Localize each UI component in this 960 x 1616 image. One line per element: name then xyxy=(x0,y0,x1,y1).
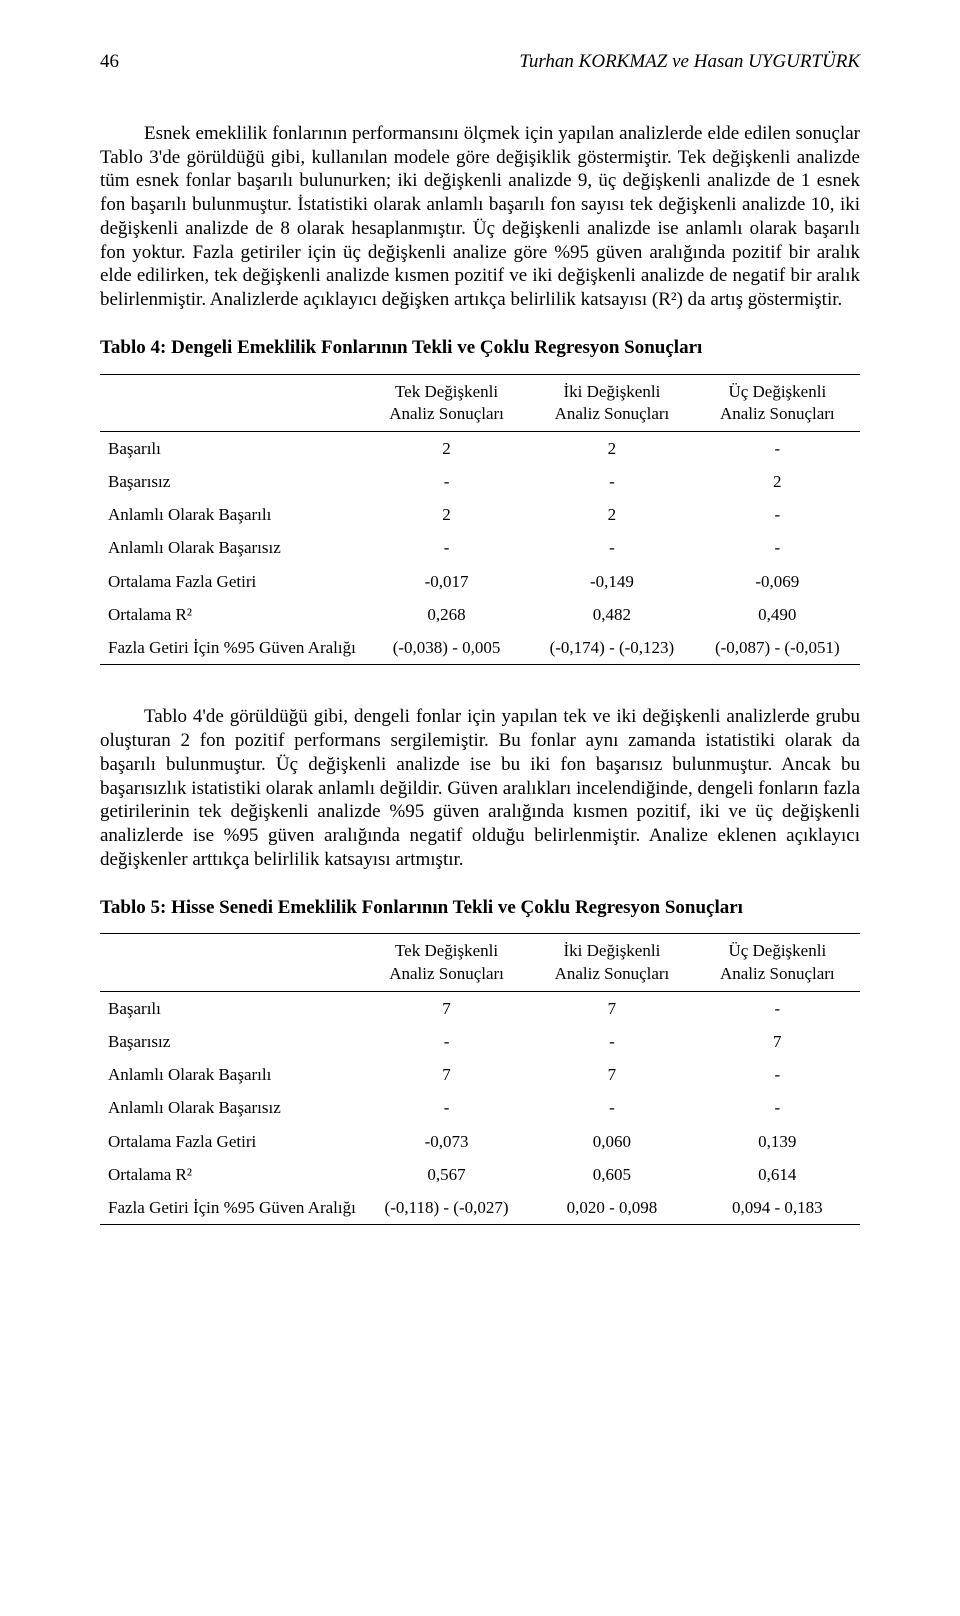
t4-colhead-2: İki DeğişkenliAnaliz Sonuçları xyxy=(529,374,694,431)
table-row: Fazla Getiri İçin %95 Güven Aralığı (-0,… xyxy=(100,631,860,665)
table-5-title: Tablo 5: Hisse Senedi Emeklilik Fonların… xyxy=(100,896,860,920)
t5-colhead-1: Tek DeğişkenliAnaliz Sonuçları xyxy=(364,934,529,991)
table-row: Anlamlı Olarak Başarısız --- xyxy=(100,531,860,564)
table-row: Anlamlı Olarak Başarılı 22- xyxy=(100,498,860,531)
running-head-text: Turhan KORKMAZ ve Hasan UYGURTÜRK xyxy=(519,50,860,74)
table-5: Tek DeğişkenliAnaliz Sonuçları İki Değiş… xyxy=(100,933,860,1225)
t4-colhead-1: Tek DeğişkenliAnaliz Sonuçları xyxy=(364,374,529,431)
table-row: Fazla Getiri İçin %95 Güven Aralığı (-0,… xyxy=(100,1191,860,1225)
table-row: Anlamlı Olarak Başarısız --- xyxy=(100,1091,860,1124)
table-row: Ortalama Fazla Getiri -0,0730,0600,139 xyxy=(100,1125,860,1158)
table-row: Başarılı 22- xyxy=(100,431,860,465)
table-row: Başarısız --2 xyxy=(100,465,860,498)
t5-colhead-2: İki DeğişkenliAnaliz Sonuçları xyxy=(529,934,694,991)
t5-colhead-3: Üç DeğişkenliAnaliz Sonuçları xyxy=(695,934,860,991)
table-row: Başarısız --7 xyxy=(100,1025,860,1058)
table-4-title: Tablo 4: Dengeli Emeklilik Fonlarının Te… xyxy=(100,336,860,360)
table-row: Ortalama R² 0,2680,4820,490 xyxy=(100,598,860,631)
table-row: Ortalama Fazla Getiri -0,017-0,149-0,069 xyxy=(100,565,860,598)
page-number: 46 xyxy=(100,50,119,74)
paragraph-1: Esnek emeklilik fonlarının performansını… xyxy=(100,122,860,312)
table-row: Ortalama R² 0,5670,6050,614 xyxy=(100,1158,860,1191)
running-header: 46 Turhan KORKMAZ ve Hasan UYGURTÜRK xyxy=(100,50,860,74)
table-4: Tek DeğişkenliAnaliz Sonuçları İki Değiş… xyxy=(100,374,860,666)
paragraph-2: Tablo 4'de görüldüğü gibi, dengeli fonla… xyxy=(100,705,860,871)
t4-colhead-3: Üç DeğişkenliAnaliz Sonuçları xyxy=(695,374,860,431)
table-row: Başarılı 77- xyxy=(100,991,860,1025)
table-row: Anlamlı Olarak Başarılı 77- xyxy=(100,1058,860,1091)
